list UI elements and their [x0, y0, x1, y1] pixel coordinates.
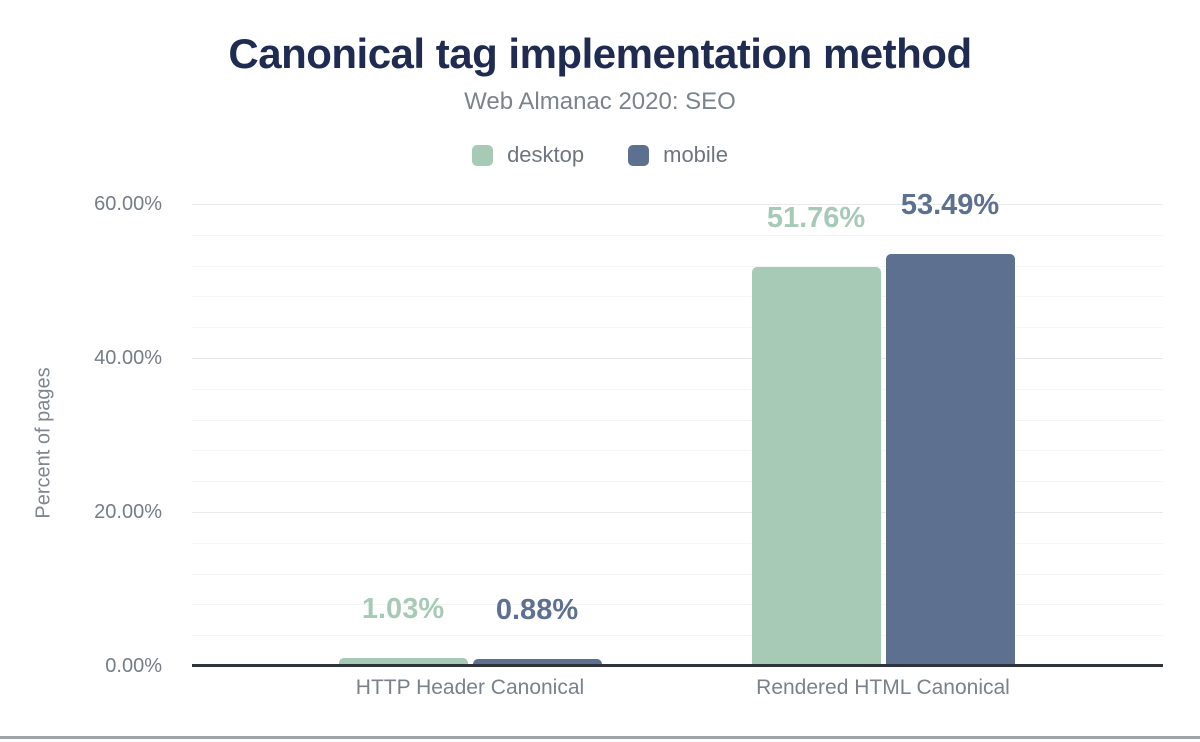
minor-gridline: [192, 450, 1163, 452]
desktop-bar[interactable]: [751, 267, 881, 666]
mobile-bar[interactable]: [885, 254, 1015, 666]
legend-item-mobile: mobile: [628, 142, 728, 168]
major-gridline: [192, 204, 1163, 205]
minor-gridline: [192, 481, 1163, 483]
desktop-bar[interactable]: [338, 658, 468, 666]
desktop-value-label: 1.03%: [361, 593, 445, 626]
x-category-label: Rendered HTML Canonical: [756, 676, 1010, 699]
mobile-bar[interactable]: [472, 659, 602, 666]
mobile-swatch-icon: [628, 144, 650, 166]
figure-bottom-divider: [0, 736, 1200, 739]
desktop-value-label: 51.76%: [766, 202, 866, 235]
major-gridline: [192, 512, 1163, 513]
y-tick-label: 60.00%: [94, 193, 162, 215]
minor-gridline: [192, 234, 1163, 236]
minor-gridline: [192, 265, 1163, 267]
major-gridline: [192, 358, 1163, 359]
x-category-label: HTTP Header Canonical: [355, 676, 585, 699]
legend-label-desktop: desktop: [507, 142, 585, 167]
y-tick-label: 40.00%: [94, 347, 162, 369]
minor-gridline: [192, 542, 1163, 544]
mobile-value-label: 0.88%: [495, 594, 579, 627]
y-axis-title: Percent of pages: [32, 367, 55, 519]
mobile-value-label: 53.49%: [900, 189, 1000, 222]
minor-gridline: [192, 635, 1163, 637]
chart-legend: desktop mobile: [0, 142, 1200, 168]
legend-item-desktop: desktop: [472, 142, 584, 168]
minor-gridline: [192, 419, 1163, 421]
minor-gridline: [192, 296, 1163, 298]
minor-gridline: [192, 388, 1163, 390]
y-tick-label: 0.00%: [105, 655, 162, 677]
minor-gridline: [192, 604, 1163, 606]
desktop-swatch-icon: [472, 144, 494, 166]
y-tick-label: 20.00%: [94, 501, 162, 523]
chart-title: Canonical tag implementation method: [228, 30, 972, 77]
legend-label-mobile: mobile: [663, 142, 728, 167]
minor-gridline: [192, 573, 1163, 575]
minor-gridline: [192, 327, 1163, 329]
chart-subtitle: Web Almanac 2020: SEO: [464, 88, 736, 115]
x-axis-line: [192, 664, 1163, 667]
